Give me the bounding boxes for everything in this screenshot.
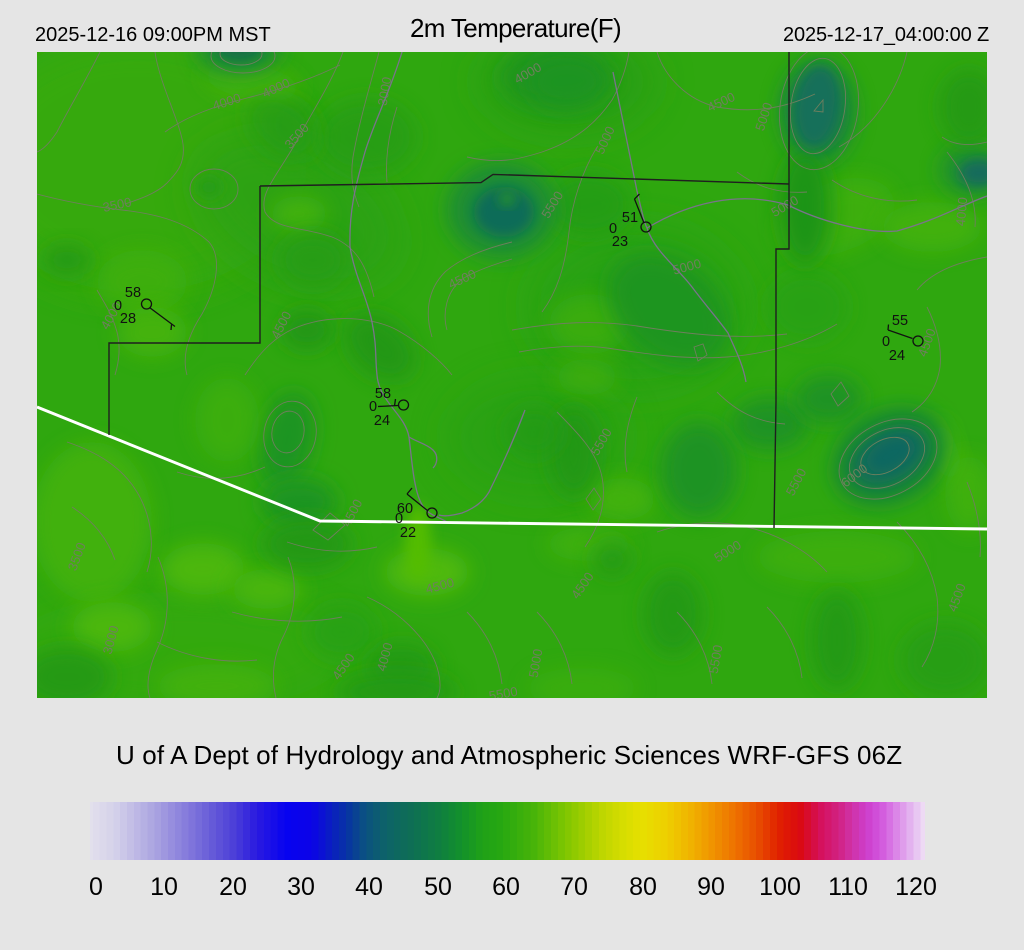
svg-text:0: 0 xyxy=(114,298,122,314)
svg-text:5500: 5500 xyxy=(706,644,726,675)
svg-text:23: 23 xyxy=(612,234,628,250)
svg-text:0: 0 xyxy=(369,399,377,415)
svg-text:5500: 5500 xyxy=(488,684,519,698)
svg-text:24: 24 xyxy=(374,413,390,429)
svg-text:60: 60 xyxy=(397,501,413,517)
svg-text:4000: 4000 xyxy=(374,641,396,673)
svg-text:3000: 3000 xyxy=(100,624,122,656)
svg-text:5000: 5000 xyxy=(526,648,546,679)
svg-text:28: 28 xyxy=(120,311,136,327)
svg-text:4000: 4000 xyxy=(953,197,970,227)
svg-text:51: 51 xyxy=(622,210,638,226)
svg-text:3500: 3500 xyxy=(101,194,132,215)
svg-text:58: 58 xyxy=(125,285,141,301)
svg-text:24: 24 xyxy=(889,348,905,364)
svg-text:0: 0 xyxy=(609,221,617,237)
svg-text:22: 22 xyxy=(400,525,416,541)
svg-text:4500: 4500 xyxy=(424,575,456,597)
svg-text:0: 0 xyxy=(882,334,890,350)
svg-text:55: 55 xyxy=(892,313,908,329)
svg-text:3000: 3000 xyxy=(375,76,395,107)
svg-text:58: 58 xyxy=(375,386,391,402)
svg-text:0: 0 xyxy=(395,511,403,527)
